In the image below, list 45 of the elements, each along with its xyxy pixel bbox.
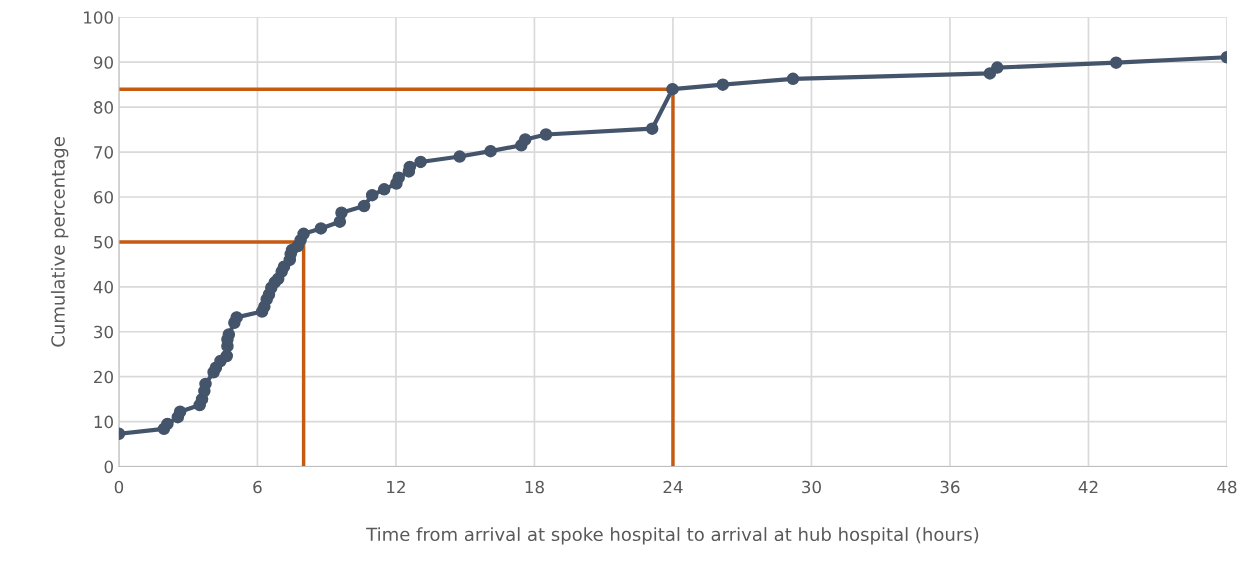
y-tick-label: 100: [84, 11, 113, 24]
y-tick-label: 70: [94, 146, 113, 159]
y-tick-label: 20: [94, 370, 113, 384]
point: [365, 188, 379, 202]
x-tick-label: 12: [387, 480, 405, 494]
point: [297, 227, 310, 241]
point: [645, 122, 659, 135]
x-tick-label: 36: [940, 480, 960, 494]
point: [518, 133, 532, 146]
x-tick-label: 48: [1217, 480, 1237, 494]
point: [222, 328, 236, 341]
x-tick-label: 18: [525, 480, 544, 494]
point: [357, 199, 371, 213]
point: [199, 377, 212, 391]
x-tick-label: 6: [253, 480, 262, 494]
point: [453, 150, 466, 163]
point: [173, 405, 187, 418]
y-axis-title: Cumulative percentage: [50, 137, 69, 347]
point: [539, 128, 553, 141]
y-tick-label: 30: [94, 325, 113, 339]
point: [991, 61, 1004, 74]
point: [484, 144, 497, 158]
point: [414, 155, 427, 169]
point: [392, 171, 405, 184]
point: [1109, 56, 1123, 69]
point: [377, 183, 391, 196]
y-tick-label: 60: [94, 190, 113, 204]
y-tick-label: 80: [94, 101, 113, 114]
y-tick-label: 0: [104, 460, 113, 474]
point: [716, 78, 730, 91]
y-tick-label: 10: [94, 415, 113, 429]
x-tick-label: 0: [114, 480, 124, 494]
y-tick-label: 90: [93, 56, 113, 69]
point: [314, 222, 328, 235]
y-tick-label: 50: [94, 235, 113, 249]
x-tick-label: 42: [1078, 480, 1098, 494]
x-axis-title: Time from arrival at spoke hospital to arrival at hub hospital (hours): [366, 527, 979, 545]
point: [230, 311, 243, 324]
x-tick-label: 24: [663, 480, 683, 494]
point: [161, 417, 174, 431]
point: [335, 206, 348, 219]
y-tick-label: 40: [93, 280, 113, 294]
x-tick-label: 30: [802, 480, 821, 494]
point: [666, 82, 679, 96]
point: [786, 72, 800, 86]
